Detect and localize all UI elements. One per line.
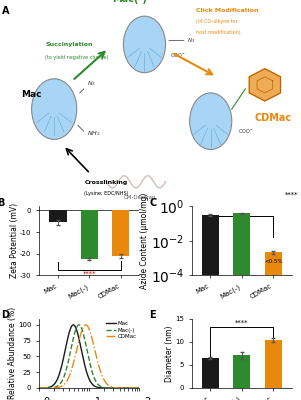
Text: Mac(-): Mac(-): [112, 0, 147, 4]
Mac(-): [77, 322, 81, 327]
Text: $NH_2$: $NH_2$: [87, 129, 101, 138]
Bar: [233, 355, 250, 388]
Mac(-): [43, 386, 47, 390]
CDMac: [138, 386, 141, 390]
Bar: [112, 210, 129, 256]
CDMac: [96, 358, 99, 363]
Y-axis label: Zeta Potential (mV): Zeta Potential (mV): [10, 203, 19, 278]
Line: CDMac: CDMac: [39, 325, 139, 388]
Text: host modification): host modification): [196, 30, 240, 35]
Circle shape: [32, 79, 77, 139]
CDMac: [101, 376, 105, 380]
Text: E: E: [150, 310, 156, 320]
Mac: [43, 386, 47, 390]
Bar: [233, 213, 250, 400]
Mac: [124, 386, 127, 390]
Text: CM-Dextran: CM-Dextran: [123, 195, 156, 200]
Text: Succinylation: Succinylation: [45, 42, 93, 48]
Line: Mac(-): Mac(-): [39, 325, 139, 388]
Text: COO$^-$: COO$^-$: [238, 127, 254, 135]
Y-axis label: Azide Content (μmol/mg): Azide Content (μmol/mg): [140, 192, 149, 289]
Mac: [113, 386, 117, 390]
Bar: [81, 210, 98, 259]
Bar: [265, 340, 282, 388]
CDMac: [84, 322, 88, 327]
Bar: [49, 210, 67, 222]
Text: $N_3$: $N_3$: [187, 36, 195, 45]
Bar: [265, 252, 282, 400]
Text: COO$^-$: COO$^-$: [170, 50, 186, 58]
Text: (of CO-alkyne for: (of CO-alkyne for: [196, 20, 237, 24]
Y-axis label: Diameter (nm): Diameter (nm): [165, 325, 174, 382]
Text: Crosslinking: Crosslinking: [84, 180, 128, 185]
Legend: Mac, Mac(-), CDMac: Mac, Mac(-), CDMac: [106, 321, 137, 339]
Mac: [37, 386, 41, 390]
CDMac: [98, 368, 102, 373]
Mac(-): [96, 381, 99, 386]
Mac: [96, 385, 99, 390]
Text: (to yield negative charge): (to yield negative charge): [45, 54, 109, 60]
Text: ****: ****: [82, 271, 96, 277]
Mac: [138, 386, 141, 390]
Mac: [98, 385, 102, 390]
Text: B: B: [0, 198, 5, 208]
Mac(-): [124, 386, 127, 390]
Bar: [202, 215, 219, 400]
Mac(-): [138, 386, 141, 390]
Text: ****: ****: [285, 192, 299, 198]
Mac: [71, 322, 75, 327]
Text: Mac: Mac: [21, 90, 42, 99]
Polygon shape: [249, 69, 281, 101]
CDMac: [37, 386, 41, 390]
Circle shape: [123, 16, 166, 73]
Text: Click Modification: Click Modification: [196, 8, 258, 13]
Mac(-): [101, 385, 105, 390]
Circle shape: [190, 93, 232, 150]
Text: (Lysine; EDC/NHS): (Lysine; EDC/NHS): [84, 191, 129, 196]
CDMac: [113, 385, 117, 390]
Y-axis label: Relative Abundance (%): Relative Abundance (%): [8, 307, 17, 399]
Text: D: D: [1, 310, 9, 320]
Mac(-): [37, 386, 41, 390]
Mac(-): [98, 384, 102, 388]
Text: C: C: [150, 198, 157, 208]
Mac(-): [113, 386, 117, 390]
CDMac: [43, 386, 47, 390]
Line: Mac: Mac: [39, 325, 139, 388]
Text: <0.5%: <0.5%: [264, 259, 282, 264]
Text: ****: ****: [235, 320, 249, 326]
Text: A: A: [2, 6, 10, 16]
Text: CDMac: CDMac: [254, 113, 291, 123]
Mac: [101, 386, 105, 390]
Bar: [202, 358, 219, 388]
Text: $N_3$: $N_3$: [87, 79, 96, 88]
CDMac: [124, 386, 127, 390]
